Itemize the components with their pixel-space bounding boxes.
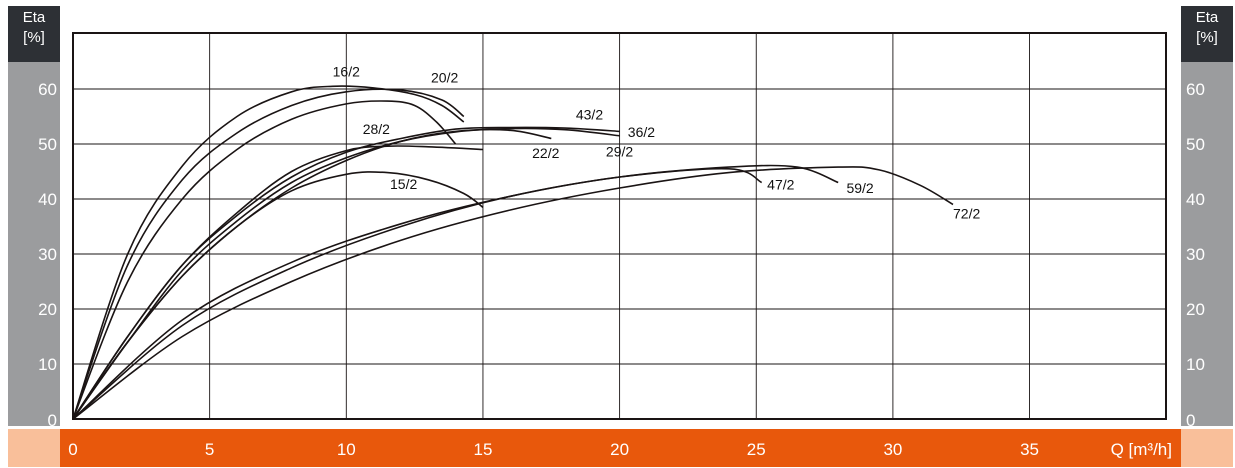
y-ticks-left: 0 10 20 30 40 50 60 xyxy=(38,80,57,430)
y-axis-label-right: Eta xyxy=(1195,9,1219,26)
y-tick-label-right: 20 xyxy=(1186,300,1205,319)
x-tick-label: 5 xyxy=(205,440,214,459)
y-axis-unit-label-right: [%] xyxy=(1196,29,1218,46)
x-ticks: 0 5 10 15 20 25 30 35 xyxy=(68,440,1039,459)
x-axis-band-right-corner xyxy=(1181,429,1233,467)
x-tick-label: 35 xyxy=(1020,440,1039,459)
plot-frame xyxy=(72,32,1167,420)
y-axis-label-left: Eta xyxy=(22,9,46,26)
x-tick-label: 0 xyxy=(68,440,77,459)
curve-22-2 xyxy=(72,145,483,420)
curve-29-2 xyxy=(72,128,552,420)
curve-36-2 xyxy=(72,127,620,420)
curve-label-29-2: 29/2 xyxy=(606,144,633,160)
y-tick-label-right: 10 xyxy=(1186,355,1205,374)
curve-20-2 xyxy=(72,88,465,420)
curve-label-59-2: 59/2 xyxy=(846,180,873,196)
curve-16-2 xyxy=(72,85,465,420)
y-tick-label-left: 30 xyxy=(38,245,57,264)
x-tick-label: 15 xyxy=(473,440,492,459)
curve-label-28-2: 28/2 xyxy=(363,121,390,137)
curve-label-22-2: 22/2 xyxy=(532,145,559,161)
y-tick-label-right: 40 xyxy=(1186,190,1205,209)
x-tick-label: 10 xyxy=(337,440,356,459)
y-axis-unit-right: Eta [%] xyxy=(1181,6,1233,62)
curve-label-20-2: 20/2 xyxy=(431,69,458,85)
curve-label-47-2: 47/2 xyxy=(767,177,794,193)
grid xyxy=(72,32,1167,420)
y-axis-unit-label-left: [%] xyxy=(23,29,45,46)
x-axis-label: Q [m³/h] xyxy=(1111,440,1172,459)
x-axis-band-left-corner xyxy=(8,429,60,467)
y-tick-label-right: 60 xyxy=(1186,80,1205,99)
y-tick-label-left: 40 xyxy=(38,190,57,209)
x-tick-label: 25 xyxy=(747,440,766,459)
y-tick-label-left: 60 xyxy=(38,80,57,99)
curve-labels: 16/2 20/2 28/2 43/2 36/2 22/2 29/2 15/2 47/2 59/2… xyxy=(333,63,981,221)
y-tick-label-left: 50 xyxy=(38,135,57,154)
curves xyxy=(72,85,954,420)
y-axis-band-right xyxy=(1181,62,1233,426)
curve-28-2 xyxy=(72,100,457,420)
curve-label-16-2: 16/2 xyxy=(333,63,360,79)
y-ticks-right: 0 10 20 30 40 50 60 xyxy=(1186,80,1205,430)
x-tick-label: 30 xyxy=(883,440,902,459)
y-tick-label-right: 30 xyxy=(1186,245,1205,264)
y-tick-label-right: 0 xyxy=(1186,411,1195,430)
y-tick-label-left: 0 xyxy=(48,411,57,430)
curve-label-43-2: 43/2 xyxy=(576,106,603,122)
y-axis-band-left xyxy=(8,62,60,426)
x-axis-band xyxy=(60,429,1181,467)
y-tick-label-left: 20 xyxy=(38,300,57,319)
x-tick-label: 20 xyxy=(610,440,629,459)
y-tick-label-right: 50 xyxy=(1186,135,1205,154)
curve-label-72-2: 72/2 xyxy=(953,205,980,221)
curve-label-36-2: 36/2 xyxy=(628,124,655,140)
curve-72-2 xyxy=(72,166,954,420)
y-axis-unit-left: Eta [%] xyxy=(8,6,60,62)
curve-label-15-2: 15/2 xyxy=(390,176,417,192)
curve-15-2 xyxy=(72,171,484,420)
curve-59-2 xyxy=(72,164,839,420)
y-tick-label-left: 10 xyxy=(38,355,57,374)
